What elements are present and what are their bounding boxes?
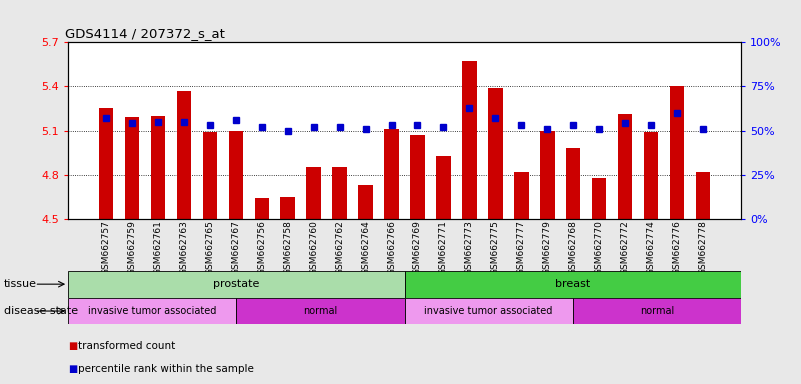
Bar <box>514 172 529 219</box>
Bar <box>203 132 217 219</box>
Text: disease state: disease state <box>4 306 78 316</box>
Bar <box>489 88 502 219</box>
Bar <box>573 298 741 324</box>
Bar <box>437 156 451 219</box>
Bar <box>592 178 606 219</box>
Bar <box>68 271 405 298</box>
Bar <box>255 198 269 219</box>
Text: invasive tumor associated: invasive tumor associated <box>425 306 553 316</box>
Bar <box>99 108 113 219</box>
Bar <box>280 197 295 219</box>
Bar <box>670 86 684 219</box>
Text: prostate: prostate <box>213 279 260 289</box>
Text: invasive tumor associated: invasive tumor associated <box>88 306 216 316</box>
Text: normal: normal <box>304 306 337 316</box>
Text: normal: normal <box>640 306 674 316</box>
Bar <box>405 298 573 324</box>
Text: ■: ■ <box>68 364 78 374</box>
Text: GDS4114 / 207372_s_at: GDS4114 / 207372_s_at <box>65 26 224 40</box>
Text: breast: breast <box>555 279 590 289</box>
Bar <box>236 298 405 324</box>
Bar <box>125 117 139 219</box>
Text: percentile rank within the sample: percentile rank within the sample <box>78 364 254 374</box>
Bar <box>462 61 477 219</box>
Bar <box>358 185 372 219</box>
Text: ■: ■ <box>68 341 78 351</box>
Bar <box>228 131 243 219</box>
Bar <box>540 131 554 219</box>
Bar <box>307 167 320 219</box>
Bar <box>566 148 581 219</box>
Bar <box>384 129 399 219</box>
Bar <box>644 132 658 219</box>
Bar <box>176 91 191 219</box>
Bar <box>410 135 425 219</box>
Text: tissue: tissue <box>4 279 37 289</box>
Bar <box>696 172 710 219</box>
Bar <box>618 114 633 219</box>
Bar <box>405 271 741 298</box>
Bar <box>68 298 236 324</box>
Bar <box>332 167 347 219</box>
Text: transformed count: transformed count <box>78 341 175 351</box>
Bar <box>151 116 165 219</box>
